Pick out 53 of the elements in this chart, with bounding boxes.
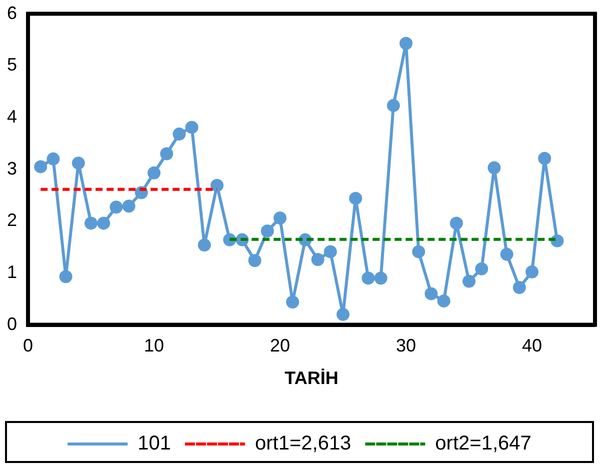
x-axis-title: TARİH — [284, 368, 338, 388]
point — [386, 99, 400, 112]
point — [260, 224, 274, 238]
point — [462, 274, 476, 288]
point — [336, 308, 350, 321]
point — [412, 245, 426, 258]
point — [210, 178, 224, 192]
point — [34, 160, 48, 174]
point — [526, 265, 538, 278]
point — [274, 212, 287, 225]
legend-label: 101 — [138, 432, 171, 455]
point — [97, 216, 110, 230]
x-tick-label: 30 — [396, 336, 416, 356]
legend-label: ort2=1,647 — [435, 432, 532, 455]
point — [122, 200, 136, 213]
point — [172, 128, 186, 141]
point — [160, 147, 174, 160]
x-tick-label: 0 — [23, 336, 34, 356]
y-tick-label: 3 — [6, 158, 18, 178]
point — [59, 270, 72, 284]
point — [512, 280, 526, 294]
x-tick-label: 10 — [144, 336, 164, 356]
point — [46, 152, 60, 166]
point — [349, 192, 362, 205]
y-tick-label: 6 — [6, 2, 18, 23]
y-tick-label: 2 — [6, 210, 18, 230]
point — [311, 252, 324, 266]
y-tick-label: 0 — [6, 314, 18, 334]
point — [286, 295, 300, 308]
x-tick-label: 40 — [522, 336, 542, 356]
point — [424, 287, 438, 300]
legend-label: ort1=2,613 — [254, 432, 352, 455]
y-tick-label: 5 — [6, 54, 18, 75]
x-tick-label: 20 — [270, 336, 290, 356]
point — [475, 262, 488, 276]
point — [450, 216, 463, 230]
point — [437, 294, 450, 308]
point — [198, 238, 211, 252]
point — [538, 152, 552, 165]
point — [110, 200, 123, 214]
y-tick-label: 1 — [6, 262, 18, 282]
point — [148, 166, 161, 180]
point — [248, 254, 262, 268]
point — [84, 216, 98, 230]
point — [374, 272, 388, 285]
point — [362, 272, 375, 285]
point — [500, 248, 514, 261]
point — [185, 120, 198, 134]
point — [324, 245, 337, 258]
point — [72, 156, 85, 170]
point — [488, 161, 501, 174]
y-tick-label: 4 — [6, 106, 18, 126]
point — [400, 36, 413, 50]
